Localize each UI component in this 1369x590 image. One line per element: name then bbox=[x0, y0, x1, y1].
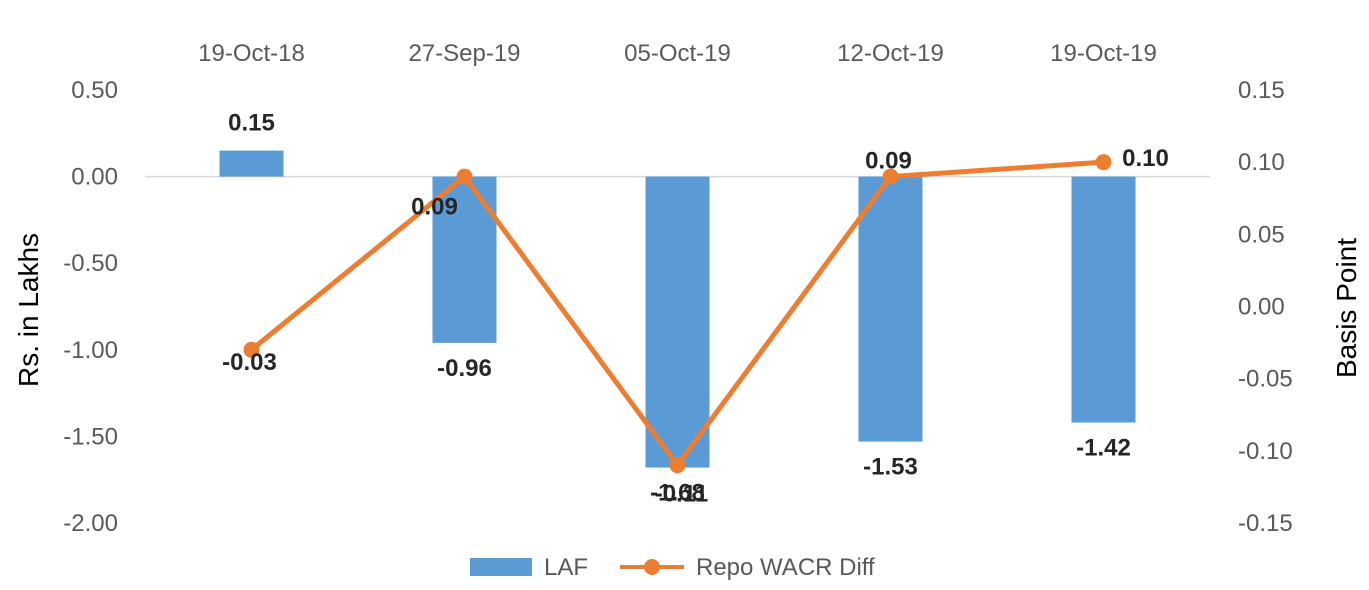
repo-wacr-diff-point bbox=[1095, 154, 1112, 171]
laf-bars bbox=[219, 150, 1136, 468]
repo-wacr-diff-point bbox=[882, 168, 899, 185]
legend-label-repo-wacr-diff: Repo WACR Diff bbox=[696, 554, 875, 581]
right-tick-label: 0.10 bbox=[1238, 149, 1285, 176]
laf-data-label: 0.15 bbox=[228, 110, 275, 137]
laf-bar bbox=[1071, 176, 1136, 423]
repo-wacr-diff-line-layer bbox=[243, 154, 1112, 474]
laf-bar bbox=[645, 176, 710, 468]
legend: LAF Repo WACR Diff bbox=[470, 554, 875, 581]
right-tick-label: -0.15 bbox=[1238, 510, 1293, 537]
repo-wacr-diff-point bbox=[243, 341, 260, 358]
laf-bar bbox=[219, 150, 284, 177]
legend-swatch-laf bbox=[470, 558, 532, 576]
right-tick-label: -0.05 bbox=[1238, 366, 1293, 393]
category-label: 27-Sep-19 bbox=[408, 40, 520, 67]
left-tick-label: 0.50 bbox=[71, 77, 118, 104]
left-tick-label: -0.50 bbox=[63, 250, 118, 277]
repo-wacr-diff-data-label: 0.09 bbox=[865, 148, 912, 175]
category-label: 05-Oct-19 bbox=[624, 40, 731, 67]
right-tick-label: 0.00 bbox=[1238, 294, 1285, 321]
repo-wacr-diff-data-label: 0.09 bbox=[411, 194, 458, 221]
left-tick-label: -2.00 bbox=[63, 510, 118, 537]
repo-wacr-diff-data-label: 0.10 bbox=[1122, 145, 1169, 172]
laf-data-label: -0.96 bbox=[437, 355, 492, 382]
laf-bar bbox=[858, 176, 923, 442]
left-tick-label: -1.50 bbox=[63, 423, 118, 450]
category-labels: 19-Oct-18 27-Sep-19 05-Oct-19 12-Oct-19 19-O… bbox=[198, 40, 1157, 67]
category-label: 19-Oct-18 bbox=[198, 40, 305, 67]
category-label: 12-Oct-19 bbox=[837, 40, 944, 67]
repo-wacr-diff-data-label: -0.11 bbox=[655, 480, 708, 507]
right-tick-label: 0.05 bbox=[1238, 221, 1285, 248]
laf-data-label: -1.53 bbox=[863, 454, 918, 481]
right-tick-label: -0.10 bbox=[1238, 438, 1293, 465]
legend-label-laf: LAF bbox=[544, 554, 588, 581]
left-tick-label: -1.00 bbox=[63, 337, 118, 364]
left-axis-ticks: 0.50 0.00 -0.50 -1.00 -1.50 -2.00 bbox=[63, 77, 118, 537]
laf-data-label: -1.68 bbox=[650, 480, 705, 507]
left-tick-label: 0.00 bbox=[71, 164, 118, 191]
repo-wacr-diff-point bbox=[456, 168, 473, 185]
laf-data-label: -1.42 bbox=[1076, 435, 1131, 462]
legend-swatch-repo-marker bbox=[644, 559, 660, 575]
data-labels: 0.15 -0.96 -1.68 -1.53 -1.42 -0.03 0.09 -0.11 0.… bbox=[222, 110, 1169, 508]
repo-wacr-diff-data-label: -0.03 bbox=[222, 349, 277, 376]
repo-wacr-diff-point bbox=[669, 457, 686, 474]
right-tick-label: 0.15 bbox=[1238, 77, 1285, 104]
right-axis-title: Basis Point bbox=[1331, 238, 1362, 378]
left-axis-title: Rs. in Lakhs bbox=[13, 233, 44, 387]
category-label: 19-Oct-19 bbox=[1050, 40, 1157, 67]
right-axis-ticks: 0.15 0.10 0.05 0.00 -0.05 -0.10 -0.15 bbox=[1238, 77, 1293, 537]
